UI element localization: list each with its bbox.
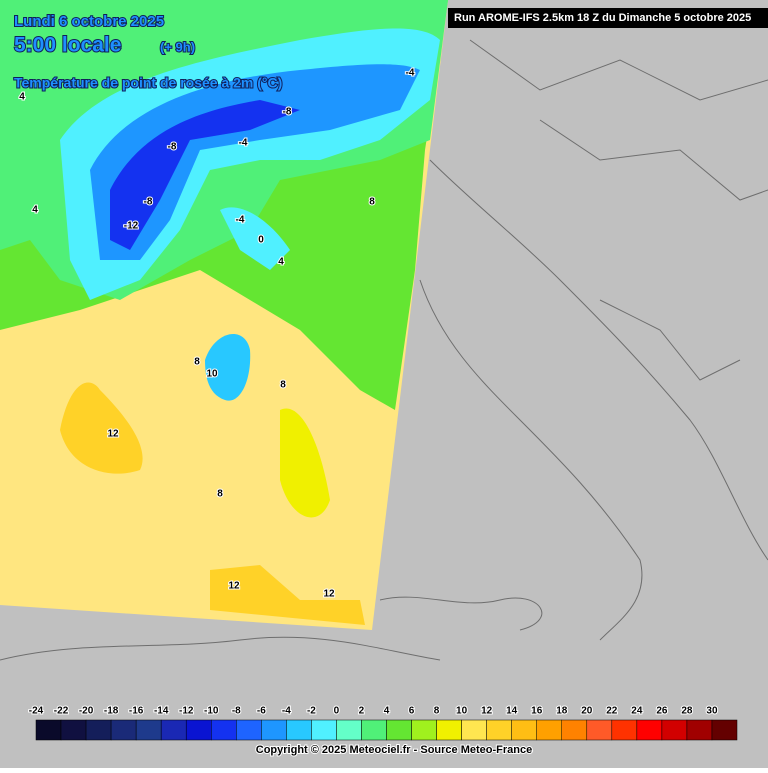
contour-label: -4	[239, 138, 248, 149]
colorbar-tick-label: -20	[79, 706, 94, 717]
colorbar-tick-label: 14	[506, 706, 518, 717]
color-box	[311, 719, 337, 741]
contour-label: 4	[32, 205, 38, 216]
color-box	[185, 719, 212, 741]
colorbar-tick-label: 16	[531, 706, 543, 717]
colorbar-tick-label: -22	[54, 706, 69, 717]
colorbar-tick-label: 10	[456, 706, 468, 717]
color-box	[135, 719, 162, 741]
color-box	[461, 719, 487, 741]
color-box	[611, 719, 638, 741]
color-box	[286, 719, 312, 741]
dry-region	[220, 207, 290, 270]
color-box	[85, 719, 112, 741]
colorbar-tick-label: 8	[434, 706, 440, 717]
contour-label: -8	[144, 197, 153, 208]
colorbar-tick-label: 18	[556, 706, 568, 717]
corsica	[205, 333, 251, 401]
colorbar-tick-label: 12	[481, 706, 493, 717]
contour-label: 0	[258, 235, 264, 246]
color-box	[160, 719, 187, 741]
colorbar-tick-label: -14	[154, 706, 169, 717]
colorbar-tick-label: 24	[631, 706, 643, 717]
warm-area	[60, 382, 143, 474]
colorbar-tick-label: 26	[656, 706, 668, 717]
contour-label: 8	[217, 489, 223, 500]
contour-label: 8	[369, 197, 375, 208]
colorbar-tick-label: 6	[409, 706, 415, 717]
color-box	[236, 719, 262, 741]
color-box	[35, 719, 62, 741]
contour-label: 10	[206, 369, 218, 380]
colorbar-tick-label: -4	[282, 706, 291, 717]
contour-label: -8	[283, 107, 292, 118]
borders	[0, 39, 768, 661]
color-box	[60, 719, 87, 741]
offset: (+ 9h)	[160, 39, 195, 54]
parameter: Température de point de rosée à 2m (°C)	[14, 75, 282, 91]
color-box	[661, 719, 688, 741]
color-box	[511, 719, 537, 741]
color-box	[711, 719, 738, 741]
colorbar-tick-label: -12	[179, 706, 194, 717]
color-box	[586, 719, 613, 741]
color-box	[261, 719, 287, 741]
colorbar-tick-label: -10	[204, 706, 219, 717]
contour-label: -4	[406, 68, 415, 79]
colorbar-tick-label: 2	[359, 706, 365, 717]
dry-region	[90, 64, 420, 260]
date: Lundi 6 octobre 2025	[14, 13, 164, 30]
run-banner	[448, 8, 768, 28]
colorbar-tick-label: 30	[706, 706, 718, 717]
warm-area	[210, 565, 365, 625]
colorbar-tick-label: 4	[384, 706, 390, 717]
colorbar-tick-label: -6	[257, 706, 266, 717]
contour-label: 8	[194, 357, 200, 368]
colorbar-tick-label: -18	[104, 706, 119, 717]
color-box	[486, 719, 512, 741]
color-box	[211, 719, 237, 741]
contour-label: 12	[323, 589, 335, 600]
contour-label: 12	[228, 581, 240, 592]
colorbar-tick-label: -16	[129, 706, 144, 717]
color-box	[411, 719, 437, 741]
color-box	[336, 719, 362, 741]
color-box	[110, 719, 137, 741]
contour-label: 8	[280, 380, 286, 391]
contour-label: 4	[19, 92, 25, 103]
colorbar-tick-label: 22	[606, 706, 618, 717]
time: 5:00 locale	[14, 34, 121, 57]
sardinia-area	[280, 408, 330, 518]
color-box	[361, 719, 387, 741]
color-box	[386, 719, 412, 741]
color-box	[686, 719, 713, 741]
colorbar-tick-label: -2	[307, 706, 316, 717]
contour-label: -8	[168, 142, 177, 153]
dry-region	[110, 100, 300, 250]
color-box	[536, 719, 563, 741]
contour-label: -4	[236, 215, 245, 226]
contour-label: 4	[278, 257, 284, 268]
color-box	[436, 719, 462, 741]
run-info: Run AROME-IFS 2.5km 18 Z du Dimanche 5 o…	[454, 12, 751, 24]
colorbar-tick-label: 28	[681, 706, 693, 717]
color-box	[636, 719, 663, 741]
colorbar-tick-label: 0	[334, 706, 340, 717]
contour-label: -12	[124, 221, 139, 232]
colorbar-tick-label: 20	[581, 706, 593, 717]
contour-label: 12	[107, 429, 119, 440]
color-box	[561, 719, 588, 741]
colorbar-tick-label: -8	[232, 706, 241, 717]
colorbar-tick-label: -24	[29, 706, 44, 717]
copyright: Copyright © 2025 Meteociel.fr - Source M…	[256, 744, 532, 756]
